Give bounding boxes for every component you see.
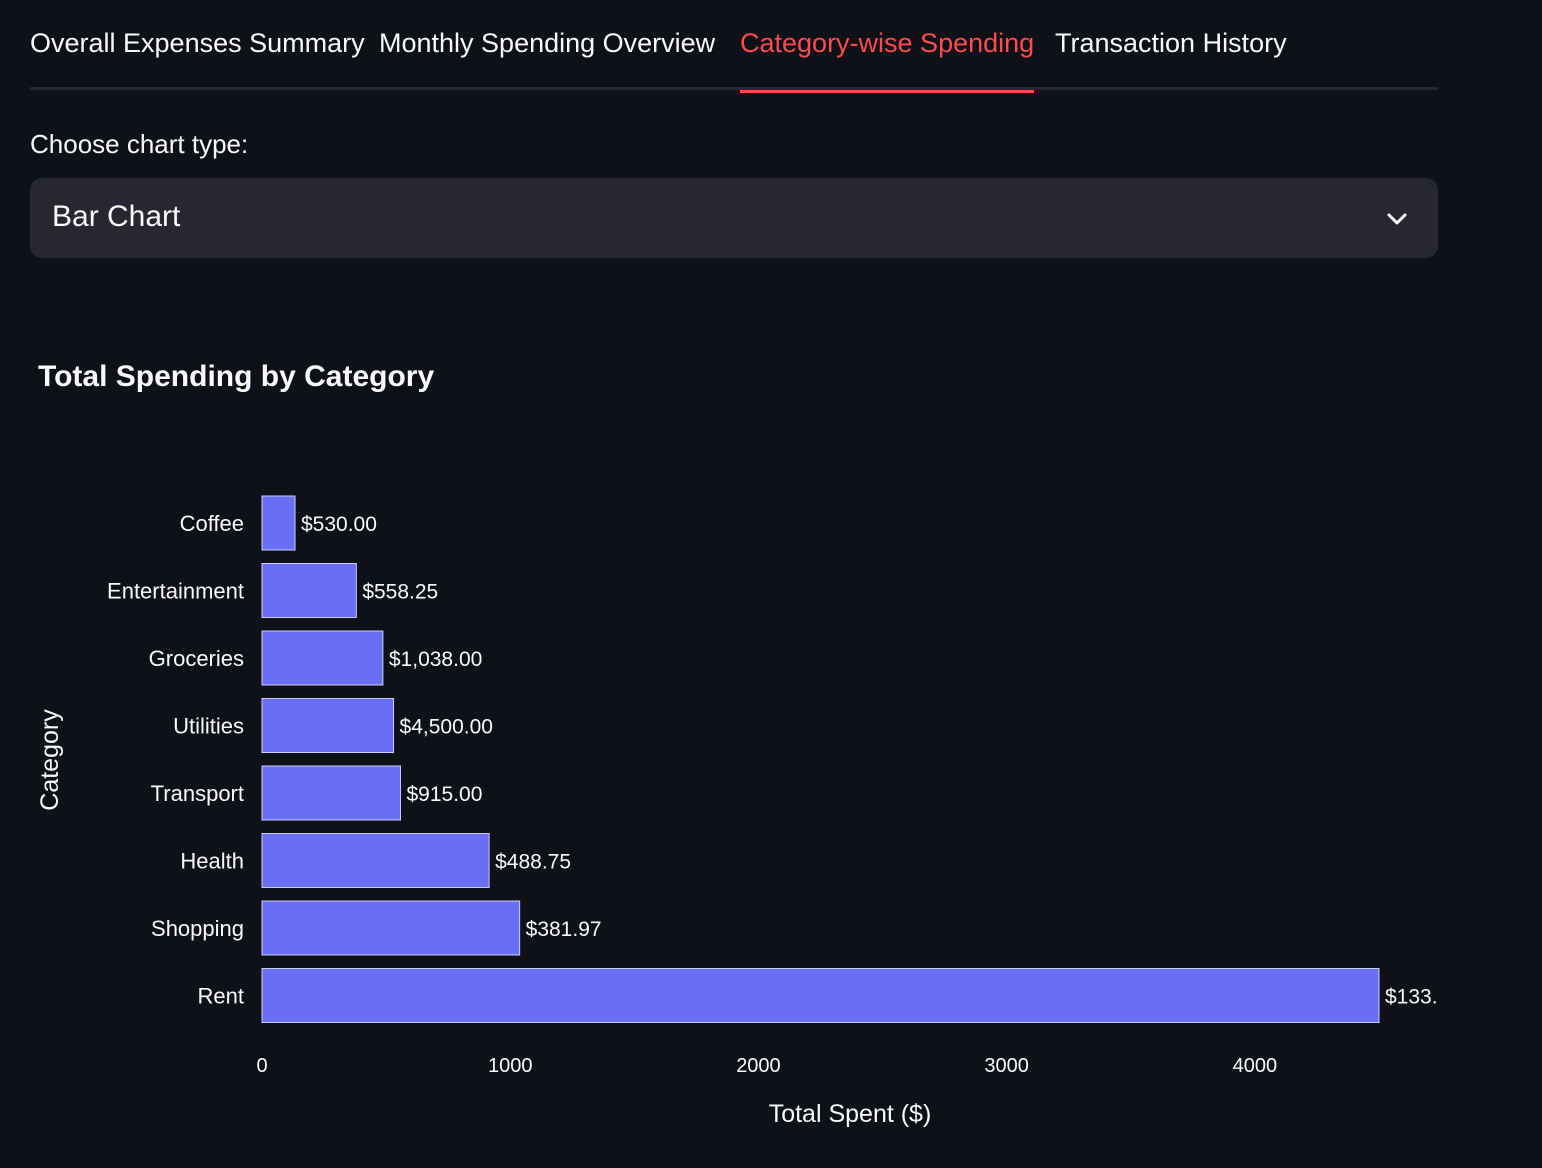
tab-category-wise-spending[interactable]: Category-wise Spending [740, 28, 1035, 93]
data-label: $133. [1385, 986, 1438, 1009]
data-label: $488.75 [495, 851, 571, 874]
data-label: $915.00 [407, 783, 483, 806]
data-label: $381.97 [526, 918, 602, 941]
chart-type-select[interactable]: Bar Chart [30, 178, 1438, 258]
y-tick-label: Health [180, 849, 244, 874]
data-label: $4,500.00 [400, 716, 493, 739]
chevron-down-icon[interactable] [1386, 208, 1408, 230]
chart-title: Total Spending by Category [38, 360, 435, 393]
x-tick-label: 2000 [736, 1055, 781, 1077]
y-tick-label: Coffee [180, 511, 244, 536]
bar-shopping [261, 900, 521, 956]
y-tick-label: Entertainment [107, 579, 244, 604]
x-tick-label: 1000 [488, 1055, 533, 1077]
bar-groceries [261, 630, 384, 686]
x-axis-label: Total Spent ($) [769, 1100, 932, 1128]
bar-utilities [261, 698, 395, 753]
tab-transaction-history[interactable]: Transaction History [1055, 28, 1287, 58]
y-axis-label: Category [36, 709, 64, 811]
chart-type-selected-value: Bar Chart [52, 200, 181, 233]
tab-monthly-spending-overview[interactable]: Monthly Spending Overview [379, 28, 716, 58]
data-label: $1,038.00 [389, 648, 482, 671]
data-label: $530.00 [301, 513, 377, 536]
tab-bar: Overall Expenses Summary Monthly Spendin… [30, 0, 1438, 93]
bar-rent [261, 968, 1380, 1023]
bar-transport [261, 765, 402, 821]
x-tick-label: 3000 [984, 1055, 1029, 1077]
y-tick-label: Utilities [173, 714, 244, 739]
bar-health [261, 833, 490, 888]
bar-coffee [261, 495, 296, 551]
y-tick-label: Groceries [149, 646, 244, 671]
x-tick-label: 4000 [1233, 1055, 1278, 1077]
chart-type-label: Choose chart type: [30, 129, 249, 159]
tab-overall-expenses-summary[interactable]: Overall Expenses Summary [30, 28, 365, 58]
x-tick-label: 0 [256, 1055, 267, 1077]
y-tick-label: Transport [151, 781, 244, 806]
bar-entertainment [261, 563, 357, 618]
y-tick-label: Rent [198, 984, 244, 1009]
data-label: $558.25 [362, 581, 438, 604]
y-tick-label: Shopping [151, 916, 244, 941]
